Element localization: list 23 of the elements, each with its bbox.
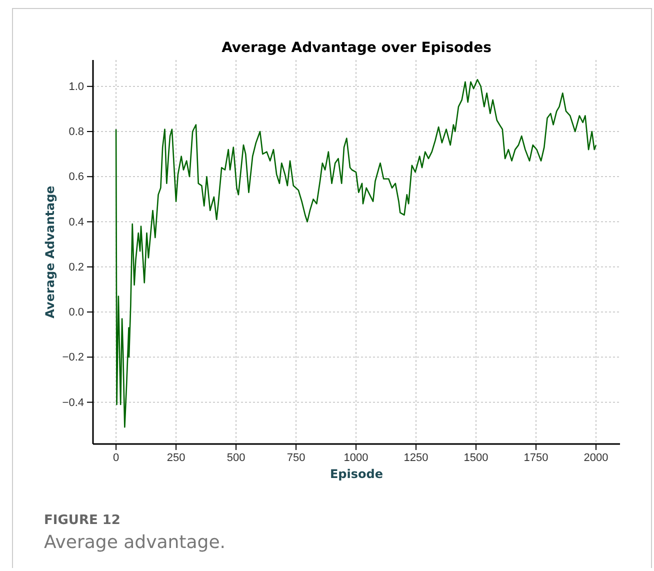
y-tick-label: 0.6 <box>68 171 84 184</box>
x-axis-title: Episode <box>330 467 384 481</box>
x-tick-label: 1500 <box>464 452 488 464</box>
y-tick-label: −0.2 <box>62 352 84 364</box>
x-tick-label: 750 <box>286 452 306 464</box>
x-tick-label: 2000 <box>584 452 608 464</box>
text: Average advantage. <box>44 532 226 553</box>
x-tick-label: 250 <box>166 452 186 464</box>
caption: FIGURE 12 <box>44 513 120 528</box>
x-tick-label: 0 <box>112 452 120 464</box>
y-tick-label: 0.4 <box>68 216 84 228</box>
x-tick-label: 1250 <box>404 452 428 464</box>
y-tick-label: −0.4 <box>62 396 84 409</box>
y-tick-label: 1.0 <box>68 80 84 93</box>
x-tick-label: 1000 <box>344 452 368 464</box>
y-axis-title: Average Advantage <box>43 186 57 318</box>
line-series <box>115 78 597 428</box>
y-tick-label: 0.2 <box>68 261 84 274</box>
chart-title: Average Advantage over Episodes <box>222 40 492 56</box>
y-tick-label: 0.0 <box>68 306 84 319</box>
x-tick-label: 500 <box>226 452 246 464</box>
y-tick-label: 0.8 <box>68 126 84 138</box>
x-tick-label: 1750 <box>524 452 548 464</box>
